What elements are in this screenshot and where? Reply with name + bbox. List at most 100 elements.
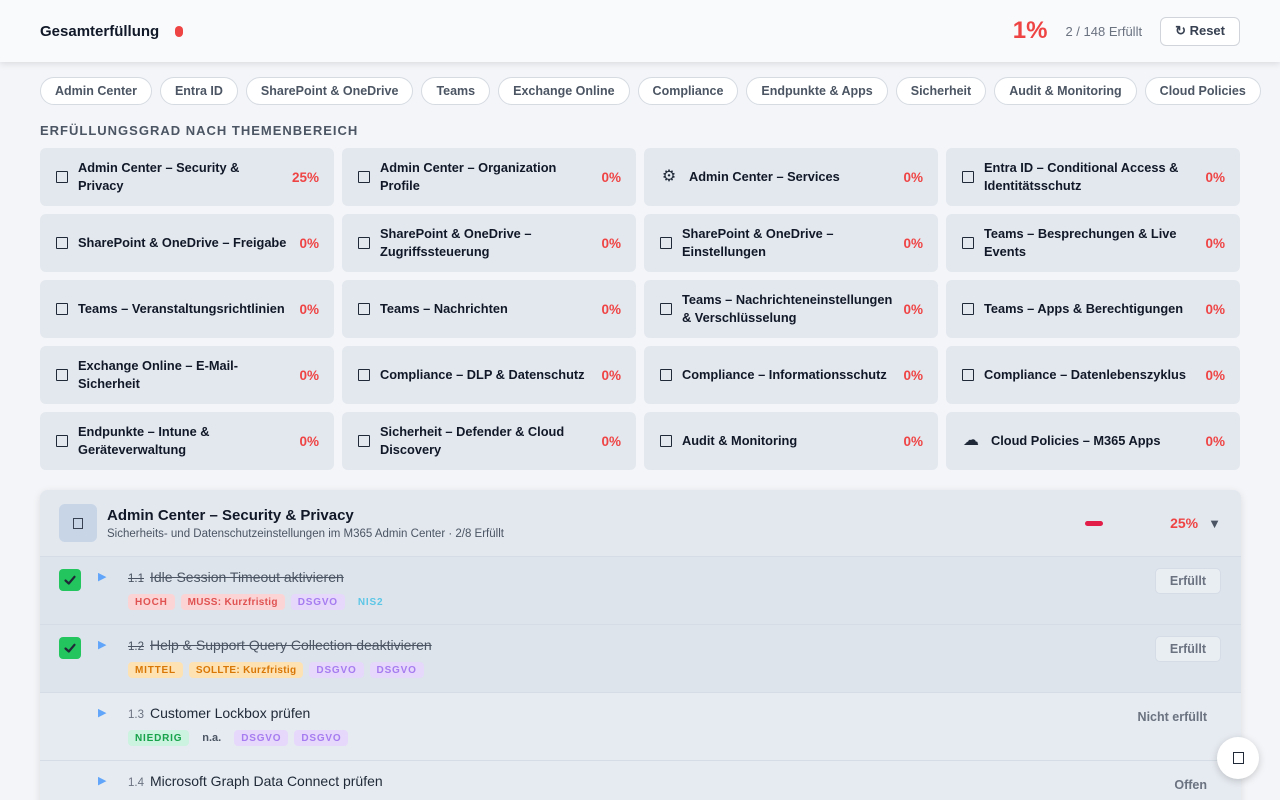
category-card[interactable]: Teams – Nachrichteneinstellungen & Versc… bbox=[644, 280, 938, 338]
category-card-label: Compliance – Informationsschutz bbox=[682, 367, 887, 382]
category-card[interactable]: Teams – Besprechungen & Live Events 0% bbox=[946, 214, 1240, 272]
category-card[interactable]: Admin Center – Security & Privacy 25% bbox=[40, 148, 334, 206]
tag-niedrig: NIEDRIG bbox=[128, 730, 190, 746]
category-card[interactable]: Sicherheit – Defender & Cloud Discovery 0… bbox=[342, 412, 636, 470]
requirement-title-line: 1.4 Microsoft Graph Data Connect prüfen bbox=[128, 773, 383, 789]
tab-endpunkte-apps[interactable]: Endpunkte & Apps bbox=[746, 77, 888, 105]
expand-play-icon[interactable]: ▶ bbox=[98, 707, 107, 719]
category-card-label: Endpunkte – Intune & Geräteverwaltung bbox=[78, 424, 210, 457]
category-card-label: Admin Center – Organization Profile bbox=[380, 160, 557, 193]
document-icon bbox=[1232, 752, 1244, 764]
panel-header[interactable]: Admin Center – Security & Privacy Sicher… bbox=[40, 490, 1241, 556]
category-card-label: Admin Center – Security & Privacy bbox=[78, 160, 240, 193]
tab-sharepoint-onedrive[interactable]: SharePoint & OneDrive bbox=[245, 77, 414, 105]
category-card-percent: 0% bbox=[601, 367, 621, 383]
checkmark-icon bbox=[64, 575, 76, 585]
tag-muss: MUSS: Kurzfristig bbox=[180, 594, 285, 610]
requirement-tags: HOCH MUSS: Kurzfristig DSGVO NIS2 bbox=[128, 594, 390, 610]
expand-play-icon[interactable]: ▶ bbox=[98, 639, 107, 651]
square-icon bbox=[56, 435, 68, 447]
category-card[interactable]: Teams – Apps & Berechtigungen 0% bbox=[946, 280, 1240, 338]
square-icon bbox=[358, 171, 370, 183]
tab-compliance[interactable]: Compliance bbox=[637, 77, 739, 105]
category-card-percent: 0% bbox=[299, 367, 319, 383]
category-card-percent: 0% bbox=[601, 433, 621, 449]
category-card-label: Teams – Veranstaltungsrichtlinien bbox=[78, 301, 285, 316]
category-card[interactable]: Teams – Nachrichten 0% bbox=[342, 280, 636, 338]
category-card-percent: 0% bbox=[601, 301, 621, 317]
checkbox-checked[interactable] bbox=[59, 569, 81, 591]
requirement-number: 1.1 bbox=[128, 573, 144, 585]
category-card-label: Teams – Nachrichten bbox=[380, 301, 508, 316]
tag-mittel: MITTEL bbox=[128, 662, 183, 678]
requirement-row[interactable]: ▶ 1.4 Microsoft Graph Data Connect prüfen O… bbox=[40, 760, 1241, 800]
square-icon bbox=[358, 237, 370, 249]
collapse-caret-icon[interactable]: ▼ bbox=[1208, 515, 1221, 531]
tab-exchange-online[interactable]: Exchange Online bbox=[498, 77, 630, 105]
expand-play-icon[interactable]: ▶ bbox=[98, 775, 107, 787]
category-card-percent: 0% bbox=[601, 235, 621, 251]
category-card-label: Compliance – Datenlebenszyklus bbox=[984, 367, 1186, 382]
category-card[interactable]: Endpunkte – Intune & Geräteverwaltung 0% bbox=[40, 412, 334, 470]
requirement-tags: MITTEL SOLLTE: Kurzfristig DSGVO DSGVO bbox=[128, 662, 424, 678]
category-card[interactable]: ⚙ Admin Center – Services 0% bbox=[644, 148, 938, 206]
category-card-percent: 0% bbox=[299, 433, 319, 449]
requirement-list: ▶ 1.1 Idle Session Timeout aktivieren HOCH M… bbox=[40, 556, 1241, 800]
tab-teams[interactable]: Teams bbox=[421, 77, 491, 105]
status-button[interactable]: Offen bbox=[1174, 778, 1207, 792]
status-button[interactable]: Erfüllt bbox=[1154, 636, 1221, 662]
square-icon bbox=[358, 303, 370, 315]
top-header: Gesamterfüllung 1% 2 / 148 Erfüllt ↻ Res… bbox=[0, 0, 1280, 62]
square-icon bbox=[56, 369, 68, 381]
category-card-label: SharePoint & OneDrive – Einstellungen bbox=[682, 226, 834, 259]
floating-action-button[interactable] bbox=[1217, 737, 1259, 779]
checkbox-checked[interactable] bbox=[59, 637, 81, 659]
requirement-row[interactable]: ▶ 1.2 Help & Support Query Collection deak… bbox=[40, 624, 1241, 692]
tab-sicherheit[interactable]: Sicherheit bbox=[895, 77, 987, 105]
category-card[interactable]: Compliance – Informationsschutz 0% bbox=[644, 346, 938, 404]
tag-hoch: HOCH bbox=[128, 594, 175, 610]
category-card[interactable]: Audit & Monitoring 0% bbox=[644, 412, 938, 470]
panel-percent: 25% bbox=[1170, 515, 1199, 531]
status-button[interactable]: Nicht erfüllt bbox=[1137, 710, 1207, 724]
square-icon bbox=[56, 237, 68, 249]
square-icon bbox=[962, 237, 974, 249]
cloud-icon: ☁ bbox=[963, 432, 979, 449]
category-card-label: Admin Center – Services bbox=[689, 169, 840, 184]
category-card[interactable]: SharePoint & OneDrive – Freigabe 0% bbox=[40, 214, 334, 272]
category-card[interactable]: Compliance – DLP & Datenschutz 0% bbox=[342, 346, 636, 404]
category-card-percent: 0% bbox=[903, 367, 923, 383]
category-card-percent: 0% bbox=[1205, 433, 1225, 449]
reset-button[interactable]: ↻ Reset bbox=[1160, 16, 1240, 46]
category-card[interactable]: SharePoint & OneDrive – Einstellungen 0% bbox=[644, 214, 938, 272]
tab-audit-monitoring[interactable]: Audit & Monitoring bbox=[994, 77, 1137, 105]
requirement-row[interactable]: ▶ 1.3 Customer Lockbox prüfen NIEDRIG n.a. DS… bbox=[40, 692, 1241, 760]
tab-cloud-policies[interactable]: Cloud Policies bbox=[1144, 77, 1261, 105]
category-card-percent: 0% bbox=[299, 301, 319, 317]
square-icon bbox=[660, 369, 672, 381]
tab-entra-id[interactable]: Entra ID bbox=[159, 77, 238, 105]
category-card-label: Teams – Besprechungen & Live Events bbox=[984, 226, 1177, 259]
tab-admin-center[interactable]: Admin Center bbox=[40, 77, 152, 105]
category-card[interactable]: Exchange Online – E-Mail-Sicherheit 0% bbox=[40, 346, 334, 404]
category-card[interactable]: Entra ID – Conditional Access & Identitä… bbox=[946, 148, 1240, 206]
category-card-percent: 0% bbox=[903, 235, 923, 251]
detail-panel: Admin Center – Security & Privacy Sicher… bbox=[40, 490, 1241, 800]
tag-sollte: SOLLTE: Kurzfristig bbox=[188, 662, 304, 678]
category-card[interactable]: Admin Center – Organization Profile 0% bbox=[342, 148, 636, 206]
requirement-row[interactable]: ▶ 1.1 Idle Session Timeout aktivieren HOCH M… bbox=[40, 556, 1241, 624]
category-card-percent: 0% bbox=[903, 169, 923, 185]
square-icon bbox=[56, 171, 68, 183]
status-button[interactable]: Erfüllt bbox=[1154, 568, 1221, 594]
requirement-tags: NIEDRIG n.a. DSGVO DSGVO bbox=[128, 730, 349, 746]
category-card-label: Teams – Apps & Berechtigungen bbox=[984, 301, 1184, 316]
expand-play-icon[interactable]: ▶ bbox=[98, 571, 107, 583]
category-card-label: Exchange Online – E-Mail-Sicherheit bbox=[78, 358, 238, 391]
requirement-number: 1.2 bbox=[128, 641, 144, 653]
category-card[interactable]: ☁ Cloud Policies – M365 Apps 0% bbox=[946, 412, 1240, 470]
requirement-title: Help & Support Query Collection deaktivi… bbox=[150, 637, 432, 653]
category-card[interactable]: Teams – Veranstaltungsrichtlinien 0% bbox=[40, 280, 334, 338]
requirement-number: 1.4 bbox=[128, 777, 144, 789]
category-card[interactable]: SharePoint & OneDrive – Zugriffssteuerun… bbox=[342, 214, 636, 272]
category-card[interactable]: Compliance – Datenlebenszyklus 0% bbox=[946, 346, 1240, 404]
